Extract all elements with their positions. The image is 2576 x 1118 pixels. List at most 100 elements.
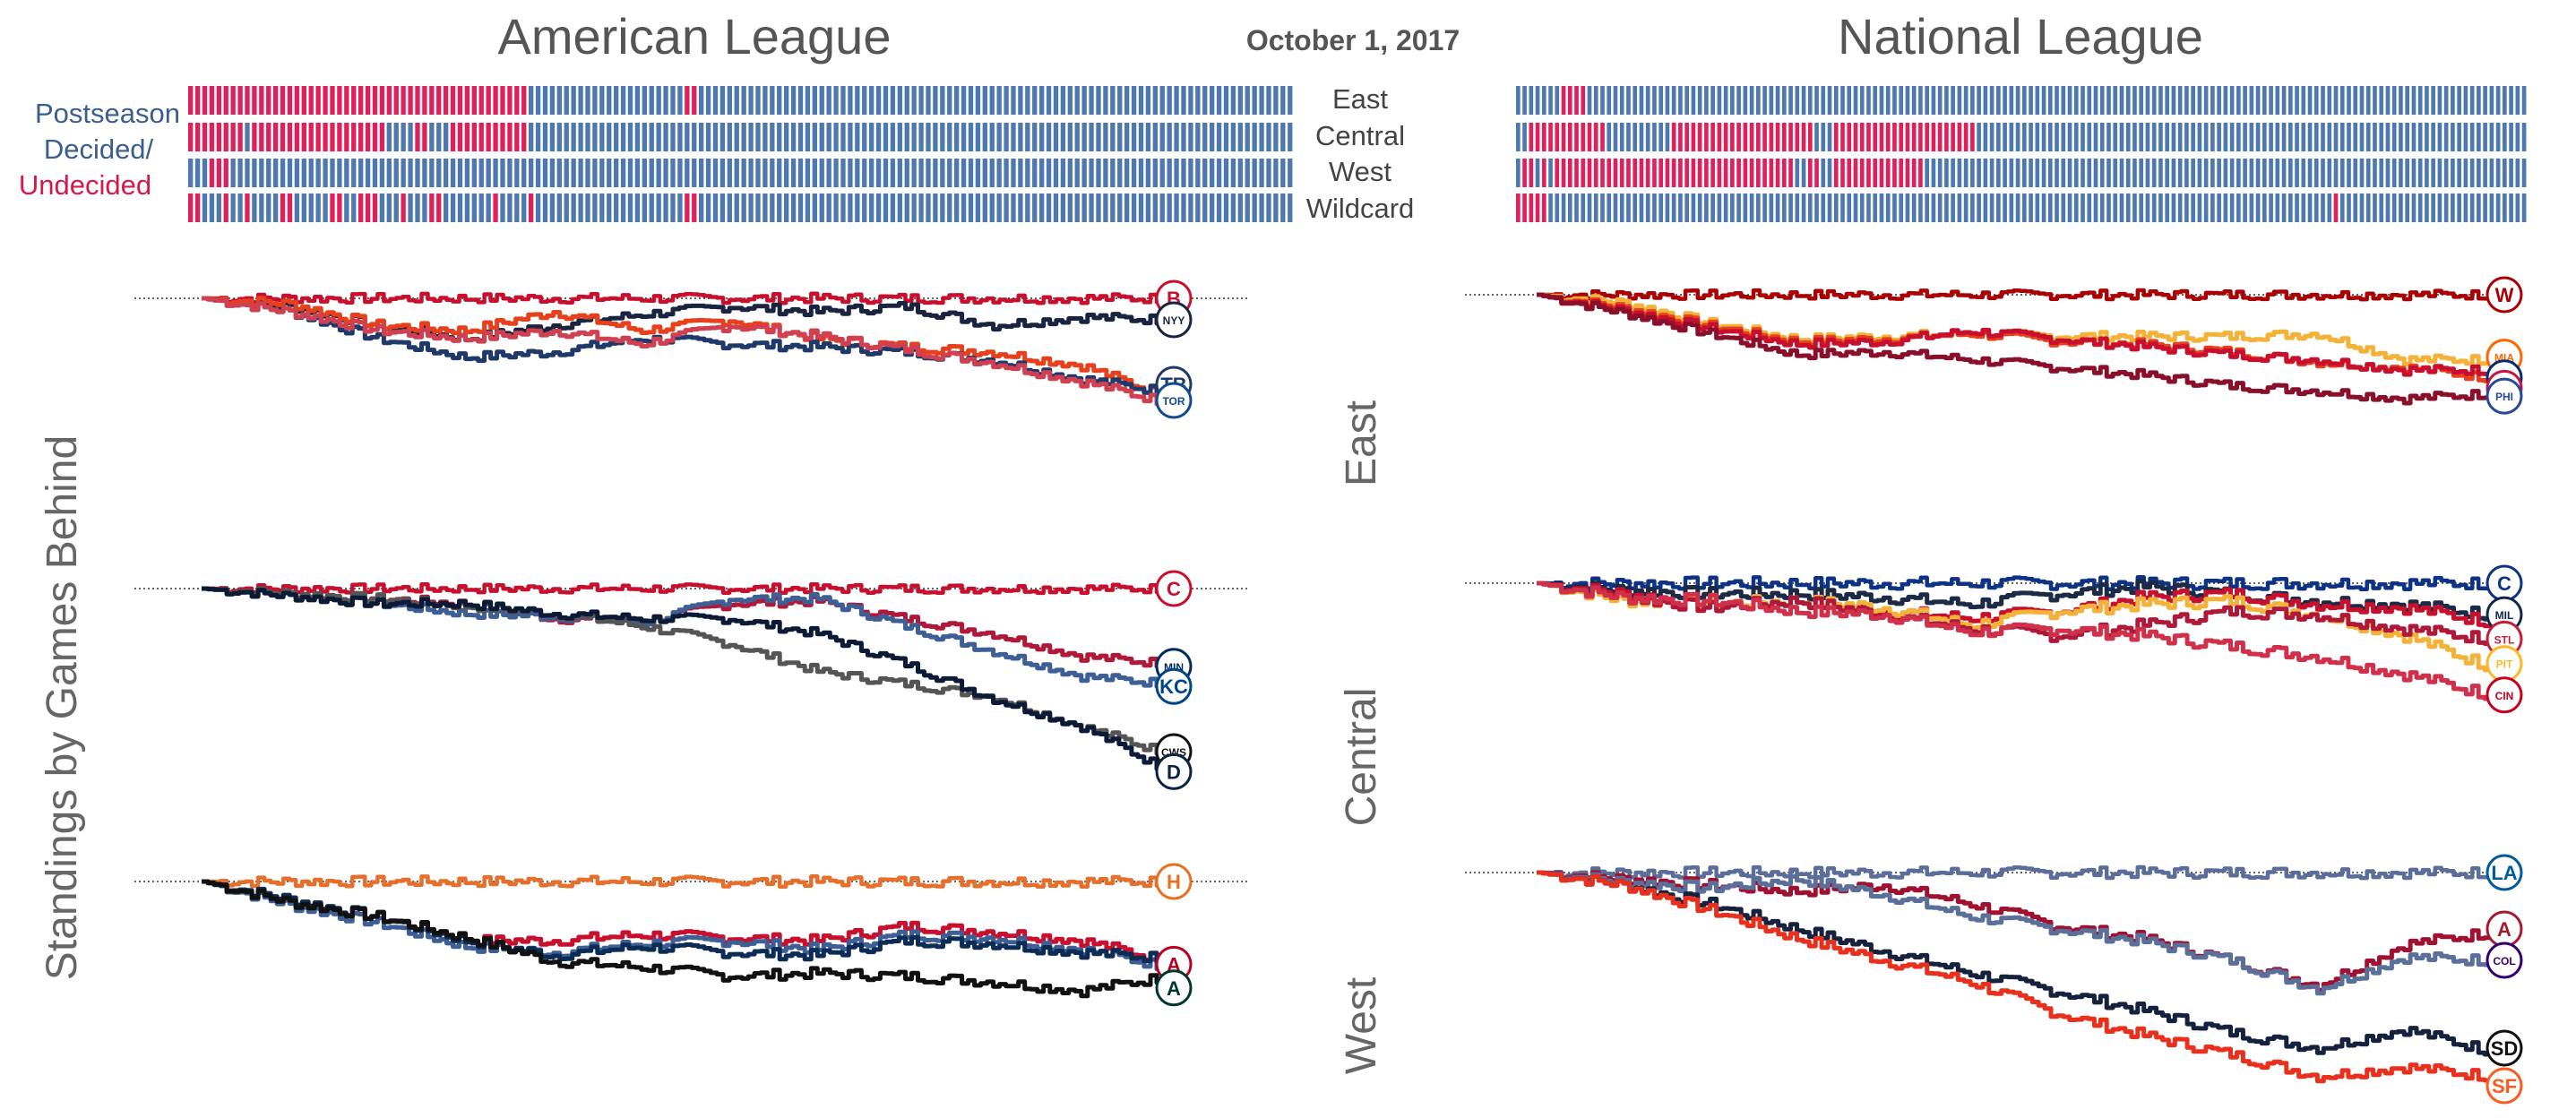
heatmap-cell xyxy=(223,123,228,151)
heatmap-cell xyxy=(1925,86,1929,115)
heatmap-cell xyxy=(741,123,746,151)
heatmap-cell xyxy=(1944,123,1949,151)
heatmap-cell xyxy=(826,86,831,115)
heatmap-cell xyxy=(2287,123,2293,151)
heatmap-cell xyxy=(2158,194,2163,222)
heatmap-cell xyxy=(2262,86,2267,115)
heatmap-cell xyxy=(1230,194,1236,222)
heatmap-cell xyxy=(2307,123,2313,151)
heatmap-cell xyxy=(1259,159,1264,187)
heatmap-cell xyxy=(301,159,306,187)
heatmap-cell xyxy=(252,123,257,151)
heatmap-cell xyxy=(1639,194,1644,222)
heatmap-cell xyxy=(1892,123,1897,151)
heatmap-cell xyxy=(1652,86,1657,115)
heatmap-cell xyxy=(2145,194,2150,222)
heatmap-cell xyxy=(1555,194,1560,222)
heatmap-cell xyxy=(1288,123,1293,151)
heatmap-cell xyxy=(2203,194,2209,222)
heatmap-cell xyxy=(862,123,867,151)
heatmap-cell xyxy=(2184,159,2189,187)
heatmap-cell xyxy=(741,194,746,222)
heatmap-cell xyxy=(1167,123,1172,151)
heatmap-cell xyxy=(358,194,364,222)
heatmap-cell xyxy=(1775,194,1780,222)
heatmap-cell xyxy=(940,86,945,115)
heatmap-cell xyxy=(1814,123,1819,151)
heatmap-cell xyxy=(784,159,789,187)
heatmap-cell xyxy=(578,194,583,222)
heatmap-cell xyxy=(1633,86,1638,115)
heatmap-cell xyxy=(209,86,215,115)
heatmap-cell xyxy=(2281,194,2287,222)
team-logo-icon: SD xyxy=(2486,1029,2523,1067)
heatmap-cell xyxy=(1704,159,1709,187)
heatmap-cell xyxy=(1541,159,1546,187)
heatmap-cell xyxy=(578,159,583,187)
heatmap-cell xyxy=(1046,159,1052,187)
heatmap-cell xyxy=(1951,159,1955,187)
heatmap-cell xyxy=(1678,123,1683,151)
heatmap-cell xyxy=(1607,159,1612,187)
heatmap-cell xyxy=(1174,194,1179,222)
heatmap-cell xyxy=(897,159,902,187)
heatmap-cell xyxy=(1089,159,1094,187)
heatmap-cell xyxy=(2061,86,2066,115)
heatmap-cell xyxy=(237,123,243,151)
heatmap-cell xyxy=(1230,123,1236,151)
heatmap-cell xyxy=(904,123,909,151)
heatmap-cell xyxy=(840,194,846,222)
heatmap-cell xyxy=(819,86,824,115)
heatmap-cell xyxy=(2353,123,2358,151)
heatmap-cell xyxy=(2295,159,2299,187)
heatmap-cell xyxy=(2113,159,2118,187)
heatmap-cell xyxy=(1202,159,1208,187)
heatmap-cell xyxy=(2177,86,2183,115)
heatmap-cell xyxy=(1081,194,1087,222)
heatmap-cell xyxy=(549,159,556,187)
heatmap-cell xyxy=(1951,86,1955,115)
heatmap-cell xyxy=(372,123,378,151)
heatmap-cell xyxy=(1788,194,1793,222)
heatmap-cell xyxy=(556,123,562,151)
heatmap-cell xyxy=(1736,194,1741,222)
heatmap-cell xyxy=(634,86,641,115)
heatmap-cell xyxy=(237,86,243,115)
heatmap-cell xyxy=(940,194,945,222)
heatmap-cell xyxy=(1853,123,1858,151)
heatmap-cell xyxy=(2451,194,2455,222)
heatmap-cell xyxy=(564,194,569,222)
heatmap-cell xyxy=(542,123,548,151)
heatmap-cell xyxy=(2015,194,2020,222)
heatmap-cell xyxy=(1074,86,1080,115)
heatmap-cell xyxy=(2333,194,2339,222)
heatmap-cell xyxy=(2177,159,2183,187)
heatmap-cell xyxy=(549,86,556,115)
heatmap-cell xyxy=(1124,123,1130,151)
heatmap-cell xyxy=(379,159,385,187)
heatmap-cell xyxy=(784,123,789,151)
heatmap-cell xyxy=(883,194,889,222)
heatmap-cell xyxy=(1769,86,1774,115)
heatmap-cell xyxy=(500,86,505,115)
heatmap-cell xyxy=(840,159,846,187)
heatmap-cell xyxy=(1032,123,1038,151)
heatmap-cell xyxy=(529,159,534,187)
heatmap-cell xyxy=(805,123,811,151)
heatmap-cell xyxy=(1957,123,1962,151)
heatmap-cell xyxy=(315,159,321,187)
heatmap-cell xyxy=(1567,86,1572,115)
heatmap-cell xyxy=(2301,159,2306,187)
heatmap-cell xyxy=(2073,194,2079,222)
heatmap-cell xyxy=(351,194,357,222)
heatmap-cell xyxy=(1053,194,1059,222)
team-logo-text: KC xyxy=(1159,675,1188,698)
heatmap-cell xyxy=(947,123,952,151)
team-logo-icon: W xyxy=(2486,276,2523,314)
heatmap-cell xyxy=(422,194,427,222)
heatmap-cell xyxy=(2041,194,2046,222)
heatmap-cell xyxy=(1937,194,1943,222)
heatmap-cell xyxy=(607,159,612,187)
heatmap-cell xyxy=(2477,194,2481,222)
heatmap-cell xyxy=(692,123,697,151)
